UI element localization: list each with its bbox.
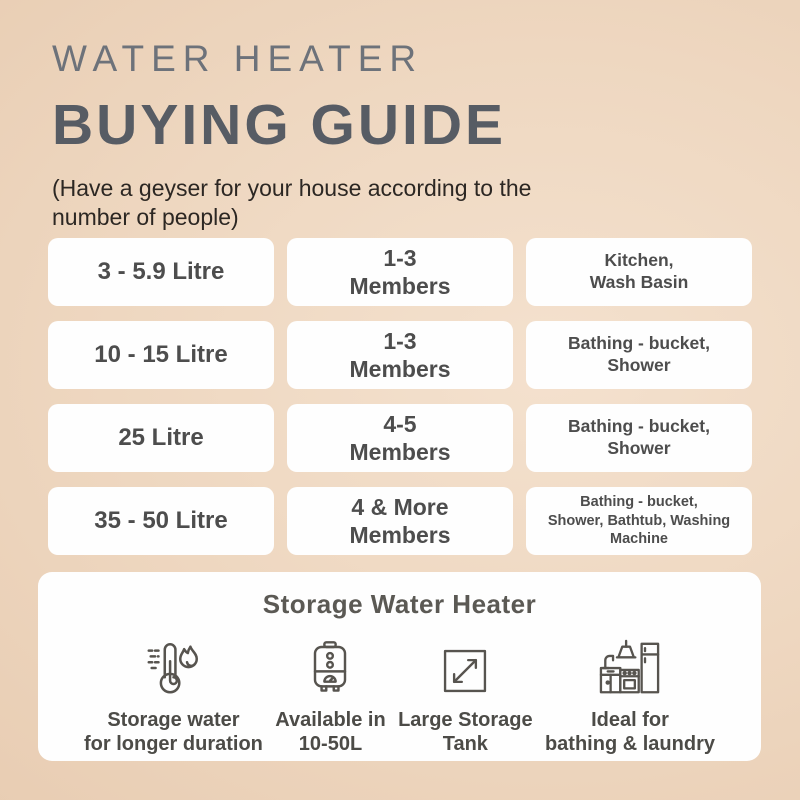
guide-table: 3 - 5.9 Litre 1-3 Members Kitchen, Wash … — [48, 238, 752, 555]
feature-list: Storage water for longer duration — [38, 634, 761, 757]
usage-cell: Bathing - bucket, Shower — [526, 404, 752, 472]
page-title: BUYING GUIDE — [52, 93, 507, 157]
members-cell: 1-3 Members — [287, 238, 513, 306]
water-heater-tank-icon — [300, 634, 360, 700]
header: WATER HEATER BUYING GUIDE (Have a geyser… — [52, 38, 752, 233]
feature-label: Large Storage Tank — [398, 709, 533, 756]
feature-available-capacity: Available in 10-50L — [275, 634, 386, 757]
members-cell: 4 & More Members — [287, 487, 513, 555]
feature-label: Available in 10-50L — [275, 709, 386, 756]
feature-label: Ideal for bathing & laundry — [544, 709, 715, 756]
capacity-cell: 3 - 5.9 Litre — [48, 238, 274, 306]
title-kicker: WATER HEATER — [52, 38, 424, 79]
kitchen-icon — [595, 634, 665, 700]
storage-water-heater-card: Storage Water Heater — [38, 572, 761, 761]
usage-cell: Kitchen, Wash Basin — [526, 238, 752, 306]
page-subtitle: (Have a geyser for your house according … — [52, 175, 532, 231]
feature-label: Storage water for longer duration — [84, 709, 263, 756]
members-cell: 1-3 Members — [287, 321, 513, 389]
usage-cell: Bathing - bucket, Shower, Bathtub, Washi… — [526, 487, 752, 555]
feature-bathing-laundry: Ideal for bathing & laundry — [545, 634, 715, 757]
expand-arrows-icon — [436, 634, 494, 700]
feature-large-tank: Large Storage Tank — [398, 634, 533, 757]
usage-cell: Bathing - bucket, Shower — [526, 321, 752, 389]
members-cell: 4-5 Members — [287, 404, 513, 472]
feature-long-duration: Storage water for longer duration — [84, 634, 263, 757]
capacity-cell: 10 - 15 Litre — [48, 321, 274, 389]
thermometer-flame-icon — [142, 634, 204, 700]
capacity-cell: 25 Litre — [48, 404, 274, 472]
capacity-cell: 35 - 50 Litre — [48, 487, 274, 555]
storage-card-title: Storage Water Heater — [262, 589, 537, 619]
